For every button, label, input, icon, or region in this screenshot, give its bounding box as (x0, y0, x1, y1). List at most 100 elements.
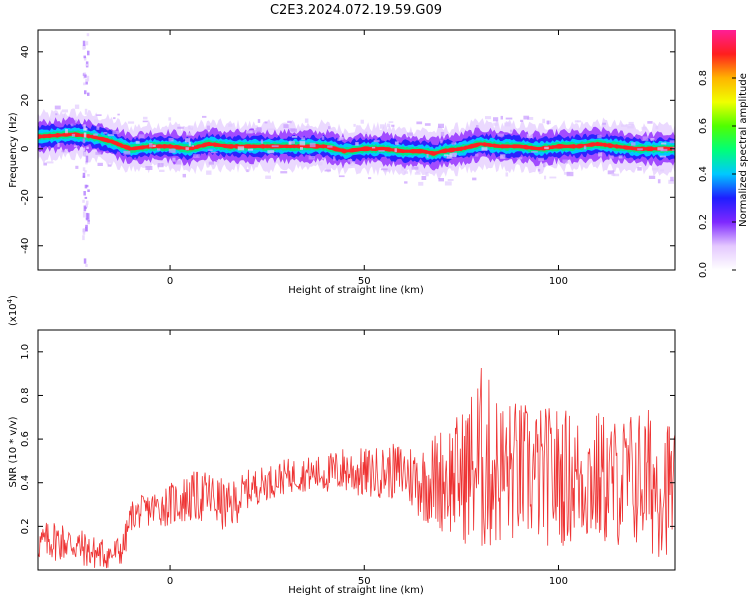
spectrogram-speckle (301, 137, 306, 141)
spectrogram-speckle (123, 150, 131, 155)
spectrogram-speckle (271, 145, 279, 148)
spectrogram-xtick-label: 100 (549, 276, 568, 287)
spectrogram-speckle (207, 149, 213, 151)
spectrogram-speckle (328, 126, 331, 130)
spectrogram-ytick-label: 0 (20, 146, 31, 152)
spectrogram-speckle (246, 169, 249, 173)
spectrogram-speckle (510, 129, 513, 133)
spectrogram-speckle (566, 171, 574, 177)
spectrogram-xtick-label: 0 (167, 276, 173, 287)
spectrogram-streak (83, 191, 86, 196)
spectrogram-speckle (407, 132, 413, 136)
spectrogram-speckle (642, 136, 649, 141)
spectrogram-band-3 (38, 127, 675, 160)
spectrogram-speckle (264, 121, 268, 124)
spectrogram-speckle (108, 164, 112, 167)
spectrogram-speckle (347, 159, 353, 162)
spectrogram-speckle (208, 161, 214, 165)
colorbar: 0.0 0.2 0.4 0.6 0.8 Normalized spectral ampl… (698, 30, 749, 278)
spectrogram-speckle (210, 151, 218, 154)
figure-title: C2E3.2024.072.19.59.G09 (270, 3, 442, 18)
spectrogram-streak (84, 127, 88, 131)
spectrogram-streak (83, 55, 86, 59)
spectrogram-speckle (304, 118, 309, 123)
spectrogram-speckle (526, 134, 533, 138)
spectrogram-speckle (414, 172, 421, 175)
spectrogram-speckle (333, 156, 336, 161)
spectrogram-speckle (659, 155, 666, 158)
spectrogram-xtick-label: 50 (358, 276, 371, 287)
spectrogram-speckle (54, 105, 61, 110)
spectrogram-speckle (280, 171, 288, 174)
spectrogram-streak (87, 92, 90, 96)
spectrogram-speckle (193, 154, 200, 158)
spectrogram-streak (85, 63, 89, 67)
spectrogram-speckle (308, 156, 315, 160)
spectrogram-speckle (443, 154, 448, 157)
spectrogram-speckle (177, 126, 184, 129)
spectrogram-speckle (185, 147, 189, 151)
spectrogram-streak (85, 217, 89, 221)
spectrogram-speckle (321, 135, 325, 140)
spectrogram-streak (85, 41, 89, 46)
spectrogram-ytick-label: -40 (20, 238, 31, 254)
spectrogram-speckle (71, 133, 76, 137)
spectrogram-speckle (157, 148, 161, 151)
spectrogram-speckle (191, 145, 194, 147)
spectrogram-speckle (493, 117, 499, 122)
spectrogram-speckle (547, 120, 550, 125)
snr-ytick-label: 0.2 (20, 518, 31, 534)
spectrogram-speckle (418, 181, 424, 186)
spectrogram-streak (82, 40, 86, 46)
spectrogram-streak (83, 152, 87, 157)
spectrogram-speckle (186, 132, 192, 136)
spectrogram-speckle (300, 147, 303, 150)
spectrogram-speckle (62, 113, 65, 118)
snr-xtick-label: 50 (358, 576, 371, 587)
spectrogram-speckle (299, 141, 306, 146)
spectrogram-speckle (149, 142, 153, 148)
spectrogram-streak (87, 174, 90, 177)
spectrogram-speckle (544, 175, 547, 180)
spectrogram-speckle (577, 120, 581, 123)
spectrogram-speckle (202, 115, 207, 118)
spectrogram-ytick-label: 40 (20, 45, 31, 58)
spectrogram-speckle (138, 134, 145, 139)
spectrogram-speckle (103, 132, 108, 134)
spectrogram-speckle (668, 179, 674, 184)
spectrogram-speckle (543, 162, 546, 168)
spectrogram-streak (86, 146, 89, 149)
spectrogram-speckle (637, 167, 642, 171)
spectrogram-speckle (618, 155, 623, 159)
spectrogram-speckle (337, 138, 341, 141)
snr-series-line (38, 367, 675, 569)
spectrogram-speckle (493, 122, 498, 126)
spectrogram-xlabel: Height of straight line (km) (288, 285, 424, 296)
spectrogram-speckle (602, 122, 606, 125)
spectrogram-speckle (168, 117, 172, 121)
spectrogram-speckle (152, 144, 156, 147)
spectrogram-speckle (446, 157, 453, 159)
spectrogram-speckle (531, 151, 538, 153)
spectrogram-speckle (107, 134, 114, 136)
spectrogram-speckle (74, 119, 77, 124)
snr-ytick-label: 0.4 (20, 475, 31, 491)
spectrogram-speckle (438, 178, 444, 182)
spectrogram-streak (83, 82, 86, 86)
spectrogram-speckle (74, 104, 80, 109)
colorbar-tick-label: 0.2 (698, 214, 709, 230)
spectrogram-speckle (61, 109, 68, 113)
spectrogram-speckle (288, 141, 292, 145)
spectrogram-speckle (544, 146, 549, 150)
spectrogram-speckle (95, 151, 102, 155)
spectrogram-speckle (309, 142, 316, 148)
spectrogram-speckle (61, 150, 67, 153)
spectrogram-speckle (444, 181, 452, 186)
snr-xtick-label: 100 (549, 576, 568, 587)
snr-frame (37, 329, 676, 571)
spectrogram-speckle (425, 172, 429, 177)
spectrogram-speckle (249, 130, 257, 133)
spectrogram-speckle (651, 167, 659, 171)
spectrogram-speckle (404, 171, 409, 174)
spectrogram-streak (84, 74, 87, 78)
